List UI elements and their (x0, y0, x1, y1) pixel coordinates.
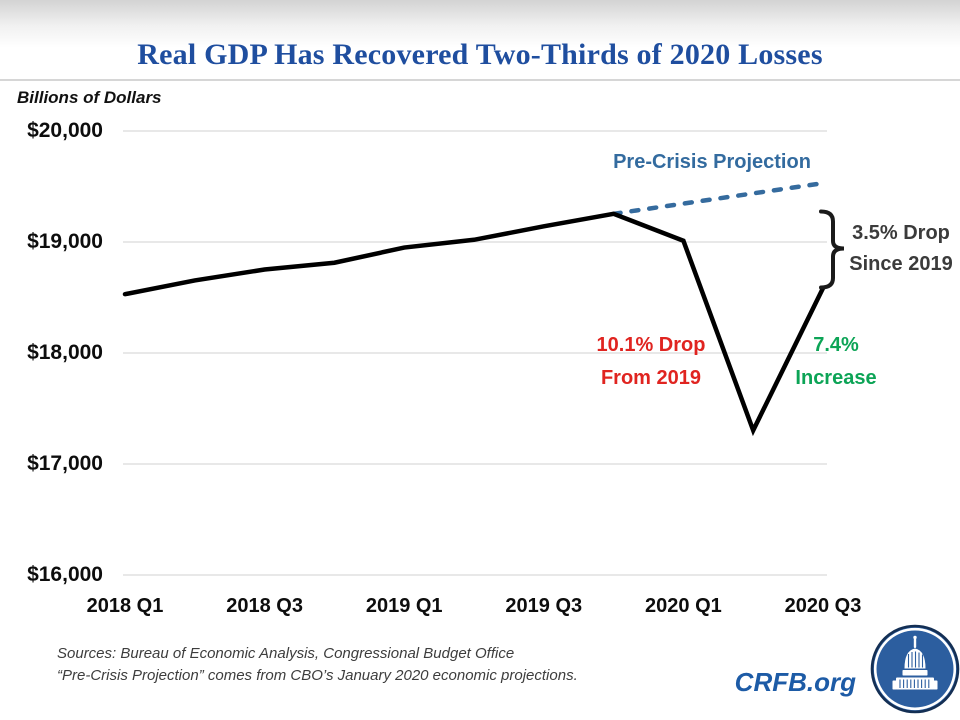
source-note: Sources: Bureau of Economic Analysis, Co… (57, 643, 578, 687)
annotation-text-line1: 3.5% Drop (852, 222, 950, 244)
y-tick-label: $16,000 (27, 563, 103, 586)
source-note-line2: “Pre-Crisis Projection” comes from CBO’s… (57, 667, 578, 684)
x-tick-label: 2018 Q1 (86, 595, 164, 617)
y-tick-label: $18,000 (27, 341, 103, 364)
series-pre-crisis-projection (611, 180, 826, 217)
page-title: Real GDP Has Recovered Two-Thirds of 202… (137, 38, 823, 71)
annotation-text-line2: Since 2019 (849, 253, 953, 275)
annotation-text-line2: From 2019 (600, 367, 702, 389)
x-tick-label: 2020 Q1 (645, 595, 722, 617)
crfb-capitol-logo (870, 624, 960, 714)
x-axis-tick-labels: 2018 Q1 2018 Q3 2019 Q1 2019 Q3 2020 Q1 2020 … (0, 595, 960, 621)
x-tick-label: 2019 Q1 (365, 595, 443, 617)
annotation-pre-crisis-projection: Pre-Crisis Projection (613, 151, 811, 174)
y-tick-label: $17,000 (27, 452, 103, 475)
annotation-text-line2: Increase (795, 367, 877, 389)
annotation-increase: 7.4% Increase (795, 329, 876, 395)
brace-shape (819, 209, 845, 290)
annotation-text-line1: 7.4% (813, 334, 859, 356)
y-tick-label: $19,000 (27, 230, 103, 253)
source-note-line1: Sources: Bureau of Economic Analysis, Co… (57, 645, 515, 662)
annotation-drop-since-2019: 3.5% Drop Since 2019 (849, 218, 952, 280)
capitol-building-icon (892, 635, 938, 690)
annotation-text-line1: 10.1% Drop (596, 334, 706, 356)
logo-inner-ring (873, 627, 957, 711)
series-real-gdp (122, 211, 826, 437)
x-tick-label: 2018 Q3 (226, 595, 303, 617)
y-axis-tick-labels: $20,000 $19,000 $18,000 $17,000 $16,000 (15, 0, 103, 720)
annotation-text: Pre-Crisis Projection (613, 151, 811, 173)
x-tick-label: 2019 Q3 (505, 595, 583, 617)
y-tick-label: $20,000 (27, 119, 103, 142)
y-axis-units-label: Billions of Dollars (17, 88, 162, 107)
capitol-column-lines (899, 651, 930, 688)
header-gradient-band (0, 0, 960, 81)
annotation-drop-from-2019: 10.1% Drop From 2019 (597, 329, 706, 395)
x-tick-label: 2020 Q3 (784, 595, 862, 617)
crfb-wordmark: CRFB.org (734, 667, 856, 697)
